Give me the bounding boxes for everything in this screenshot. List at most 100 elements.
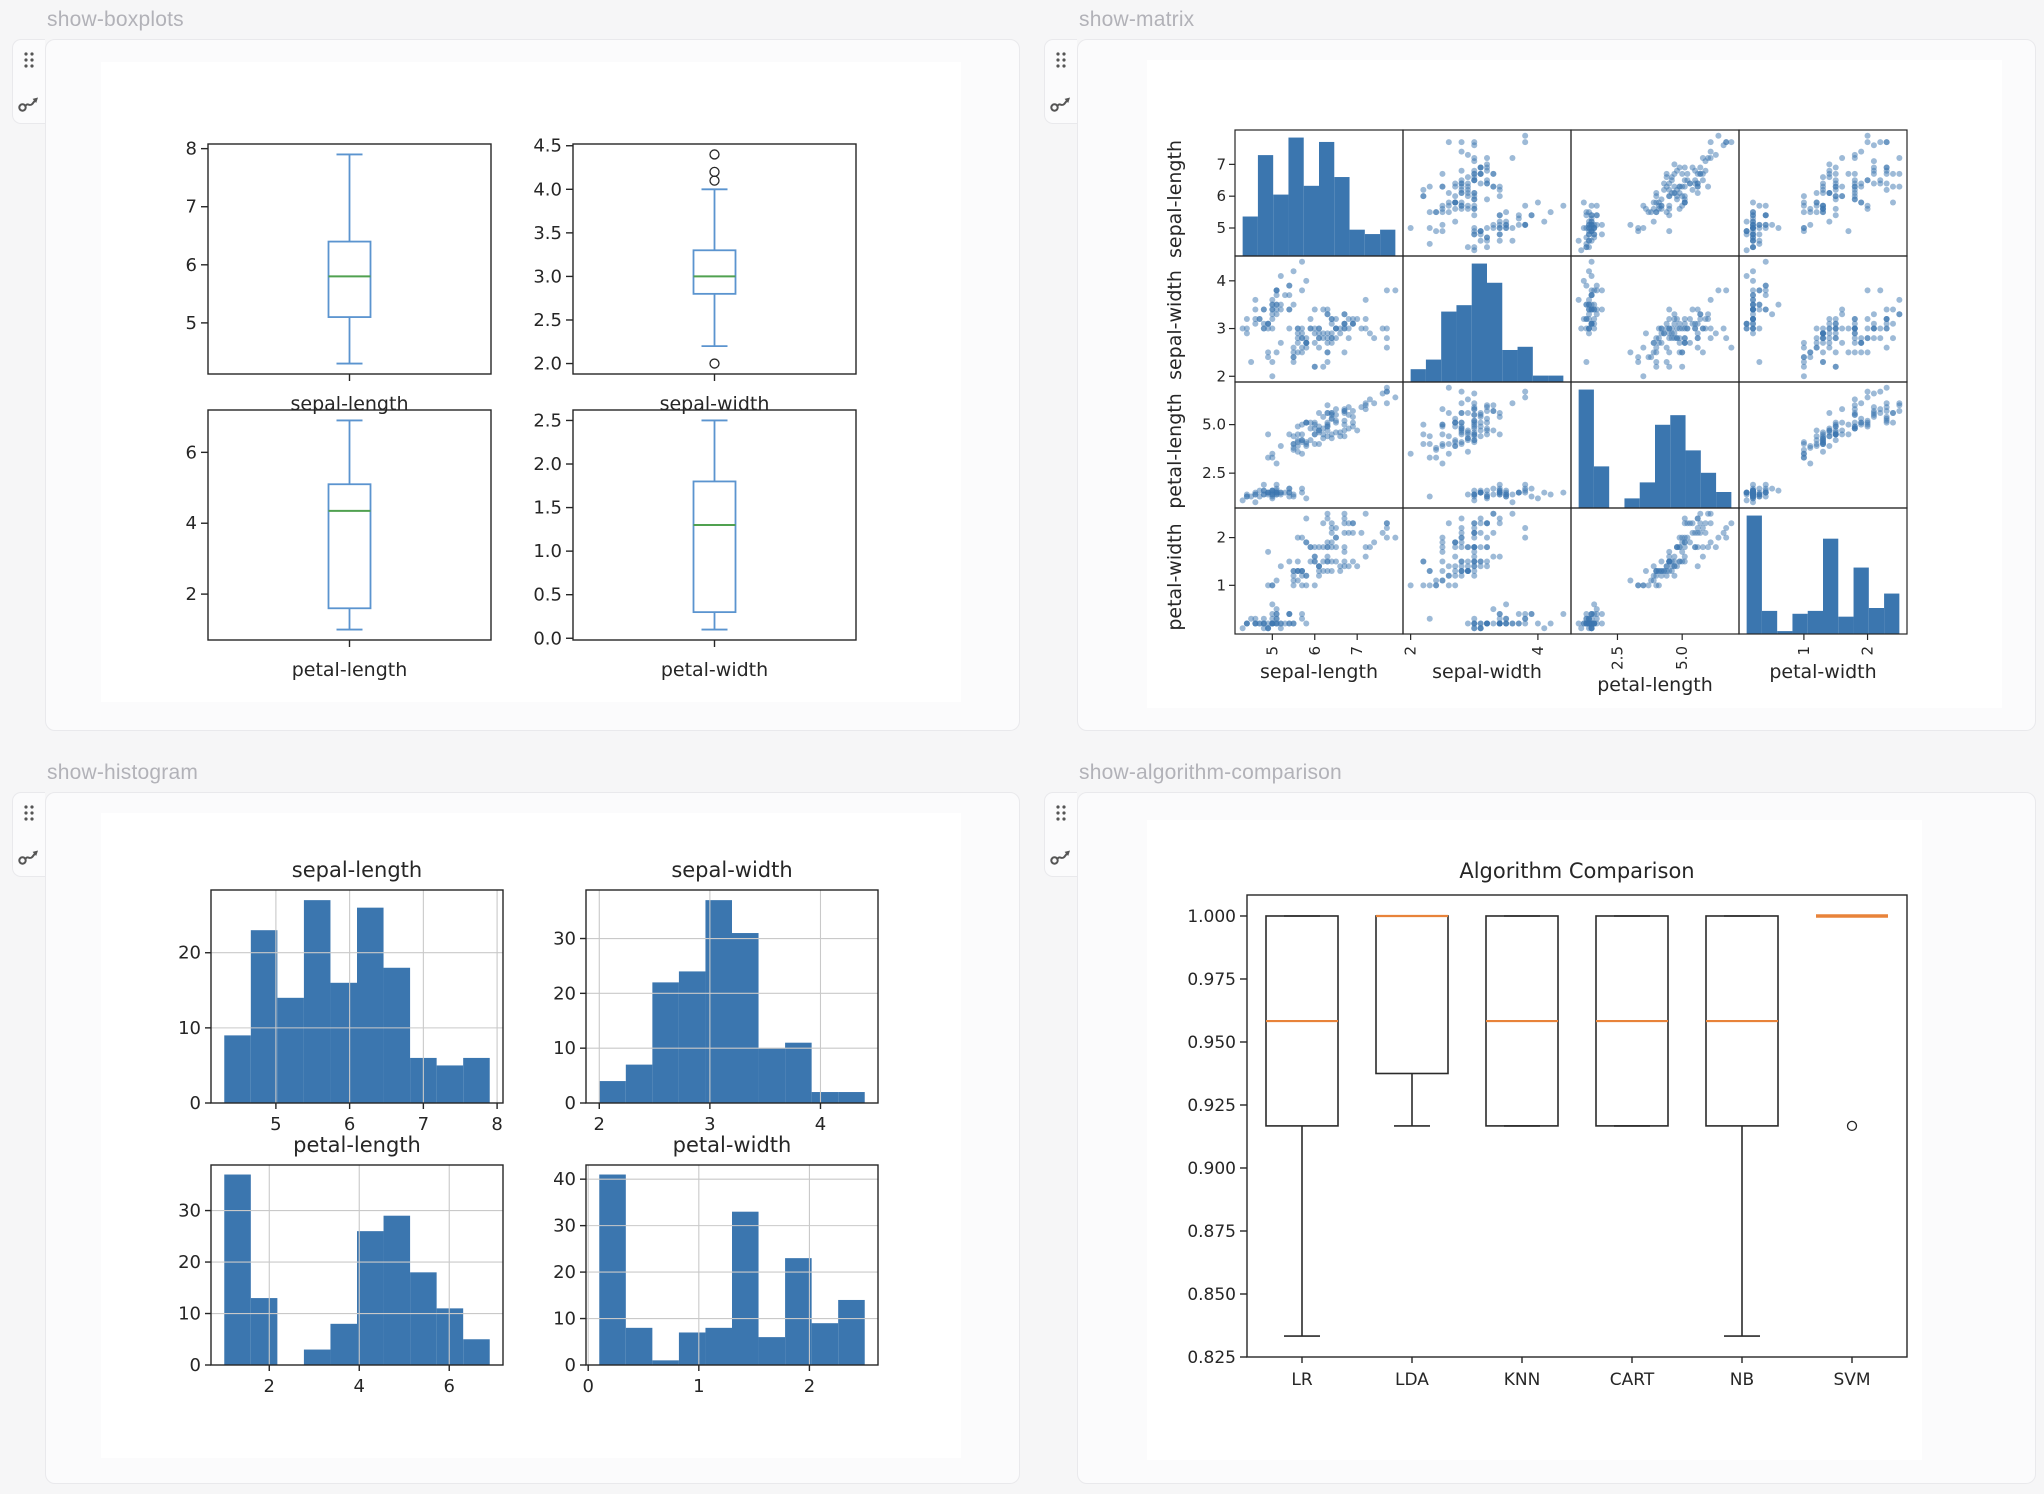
svg-text:1.5: 1.5 [533,498,562,519]
svg-text:0.850: 0.850 [1187,1285,1236,1305]
drag-handle-icon [24,52,34,68]
svg-text:petal-width: petal-width [673,1133,792,1157]
svg-text:1: 1 [693,1376,704,1397]
panel-label-show-boxplots: show-boxplots [47,8,184,31]
svg-text:20: 20 [178,1252,201,1273]
panel-label-show-matrix: show-matrix [1079,8,1195,31]
svg-text:10: 10 [553,1038,576,1059]
svg-text:4.5: 4.5 [533,136,562,157]
svg-text:0.0: 0.0 [533,628,562,649]
svg-text:NB: NB [1730,1370,1754,1390]
svg-text:6: 6 [1306,646,1324,656]
svg-text:4: 4 [815,1114,826,1135]
svg-text:1: 1 [1216,576,1226,594]
svg-text:sepal-length: sepal-length [1164,140,1186,258]
run-connection-button[interactable] [16,842,42,868]
svg-text:0.5: 0.5 [533,585,562,606]
svg-text:0.925: 0.925 [1187,1096,1236,1116]
drag-handle-button[interactable] [1048,47,1074,73]
svg-text:5.0: 5.0 [1673,646,1691,670]
svg-text:30: 30 [553,929,576,950]
drag-handle-button[interactable] [16,800,42,826]
drag-handle-button[interactable] [16,47,42,73]
svg-text:5: 5 [1216,219,1226,237]
svg-text:petal-length: petal-length [1164,393,1186,509]
svg-text:2.5: 2.5 [533,310,562,331]
svg-text:sepal-length: sepal-length [291,393,409,415]
svg-text:3: 3 [704,1114,715,1135]
svg-text:20: 20 [553,983,576,1004]
cell-toolbar [12,792,45,877]
svg-text:3: 3 [1216,320,1226,338]
run-connection-button[interactable] [1048,842,1074,868]
drag-handle-icon [1056,805,1066,821]
cell-toolbar [12,39,45,124]
svg-text:2: 2 [186,584,197,605]
svg-text:4: 4 [1529,646,1547,656]
svg-text:6: 6 [186,442,197,463]
svg-text:petal-width: petal-width [1769,661,1876,683]
panel-show-histogram: show-histogram 5 6 7 8 0 10 20 sepal-length 2 3 4 0… [12,761,1020,1484]
panel-card-show-boxplots: 5 6 7 8 sepal-length 2.0 2.5 3.0 3.5 4.0 4.5 sepal-… [12,39,1020,731]
svg-text:4: 4 [1216,272,1226,290]
drag-handle-button[interactable] [1048,800,1074,826]
svg-text:petal-length: petal-length [292,659,408,681]
panel-card-show-histogram: 5 6 7 8 0 10 20 sepal-length 2 3 4 0 10 20 30 sepal-wid… [12,792,1020,1484]
svg-text:petal-length: petal-length [293,1133,421,1157]
svg-text:4: 4 [186,513,197,534]
svg-text:10: 10 [178,1018,201,1039]
svg-text:5: 5 [270,1114,281,1135]
drag-handle-icon [24,805,34,821]
svg-text:6: 6 [186,255,197,276]
cell-toolbar [1044,39,1077,124]
panel-show-algorithm-comparison: show-algorithm-comparison Algorithm Comp… [1044,761,2036,1484]
svg-text:LDA: LDA [1395,1370,1429,1390]
run-connection-button[interactable] [1048,89,1074,115]
svg-text:0.900: 0.900 [1187,1159,1236,1179]
svg-text:petal-length: petal-length [1597,674,1713,696]
svg-text:4: 4 [354,1376,365,1397]
svg-text:8: 8 [186,139,197,160]
panel-show-matrix: show-matrix sepal-length 5 6 7 sepal-width 2 3… [1044,8,2036,731]
svg-text:sepal-width: sepal-width [671,858,792,882]
svg-text:5: 5 [1263,646,1281,656]
svg-text:sepal-length: sepal-length [292,858,422,882]
svg-text:0.825: 0.825 [1187,1348,1236,1368]
svg-text:10: 10 [178,1304,201,1325]
svg-text:1.000: 1.000 [1187,907,1236,927]
svg-text:2: 2 [1216,367,1226,385]
run-connection-icon [18,850,38,865]
boxplots-figure: 5 6 7 8 sepal-length 2.0 2.5 3.0 3.5 4.0 4.5 sepal-… [101,62,961,702]
panel-card-show-matrix: sepal-length 5 6 7 sepal-width 2 3 4 petal-lengt… [1044,39,2036,731]
svg-text:2: 2 [264,1376,275,1397]
svg-text:sepal-width: sepal-width [1432,661,1542,683]
svg-text:6: 6 [344,1114,355,1135]
panel-label-show-algorithm-comparison: show-algorithm-comparison [1079,761,1342,784]
svg-text:2.0: 2.0 [533,454,562,475]
svg-text:2.0: 2.0 [533,354,562,375]
svg-text:2: 2 [1859,646,1877,656]
run-connection-button[interactable] [16,89,42,115]
svg-text:4.0: 4.0 [533,179,562,200]
svg-text:2: 2 [804,1376,815,1397]
drag-handle-icon [1056,52,1066,68]
svg-text:sepal-length: sepal-length [1260,661,1378,683]
scatter-matrix-figure: sepal-length 5 6 7 sepal-width 2 3 4 petal-lengt… [1147,60,2002,708]
svg-text:0: 0 [190,1093,201,1114]
svg-text:2.5: 2.5 [533,410,562,431]
svg-text:7: 7 [1216,155,1226,173]
svg-text:0: 0 [190,1355,201,1376]
svg-text:CART: CART [1610,1370,1655,1390]
svg-text:0: 0 [565,1355,576,1376]
svg-text:30: 30 [178,1201,201,1222]
svg-text:7: 7 [1348,646,1366,656]
svg-text:3.5: 3.5 [533,223,562,244]
svg-text:10: 10 [553,1309,576,1330]
svg-text:petal-width: petal-width [661,659,768,681]
svg-text:2: 2 [1216,529,1226,547]
svg-text:5: 5 [186,313,197,334]
run-connection-icon [1050,97,1070,112]
svg-text:30: 30 [553,1216,576,1237]
svg-text:5.0: 5.0 [1202,416,1226,434]
